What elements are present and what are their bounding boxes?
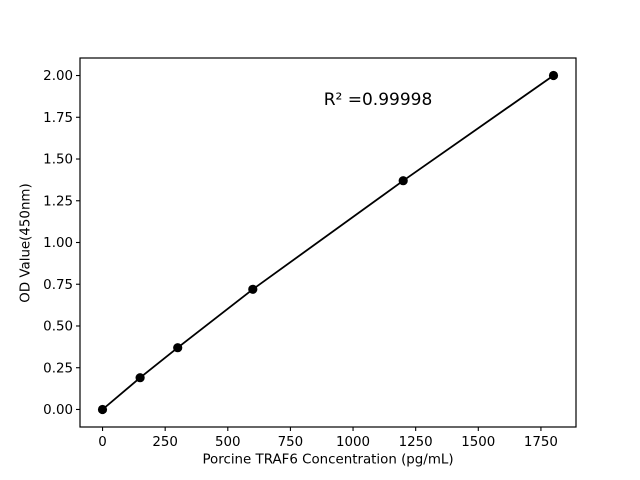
y-tick-label: 0.25	[43, 361, 73, 376]
data-point	[248, 284, 258, 294]
data-point	[97, 404, 108, 415]
y-tick-label: 1.00	[43, 236, 73, 251]
x-tick-label: 500	[215, 435, 241, 450]
fit-line	[101, 74, 555, 411]
data-point	[398, 176, 408, 186]
data-point	[548, 70, 559, 81]
y-tick-label: 0.75	[43, 278, 73, 293]
y-tick-label: 0.00	[43, 403, 73, 418]
x-tick-label: 1750	[524, 435, 558, 450]
x-axis-label: Porcine TRAF6 Concentration (pg/mL)	[202, 452, 454, 468]
y-tick-label: 1.75	[43, 111, 73, 126]
y-tick-label: 1.50	[43, 153, 73, 168]
x-tick-label: 750	[278, 435, 304, 450]
x-tick-label: 0	[98, 435, 107, 450]
y-tick-label: 1.25	[43, 194, 73, 209]
r-squared-annotation: R² =0.99998	[323, 90, 433, 110]
y-axis-label: OD Value(450nm)	[18, 183, 34, 303]
x-tick-label: 1250	[399, 435, 433, 450]
plot-frame	[79, 57, 577, 428]
data-point	[135, 373, 145, 383]
y-tick-label: 0.50	[43, 320, 73, 335]
x-tick-label: 250	[152, 435, 178, 450]
x-tick-label: 1000	[336, 435, 370, 450]
y-tick-label: 2.00	[43, 69, 73, 84]
data-point	[173, 343, 183, 353]
x-tick-label: 1500	[461, 435, 495, 450]
